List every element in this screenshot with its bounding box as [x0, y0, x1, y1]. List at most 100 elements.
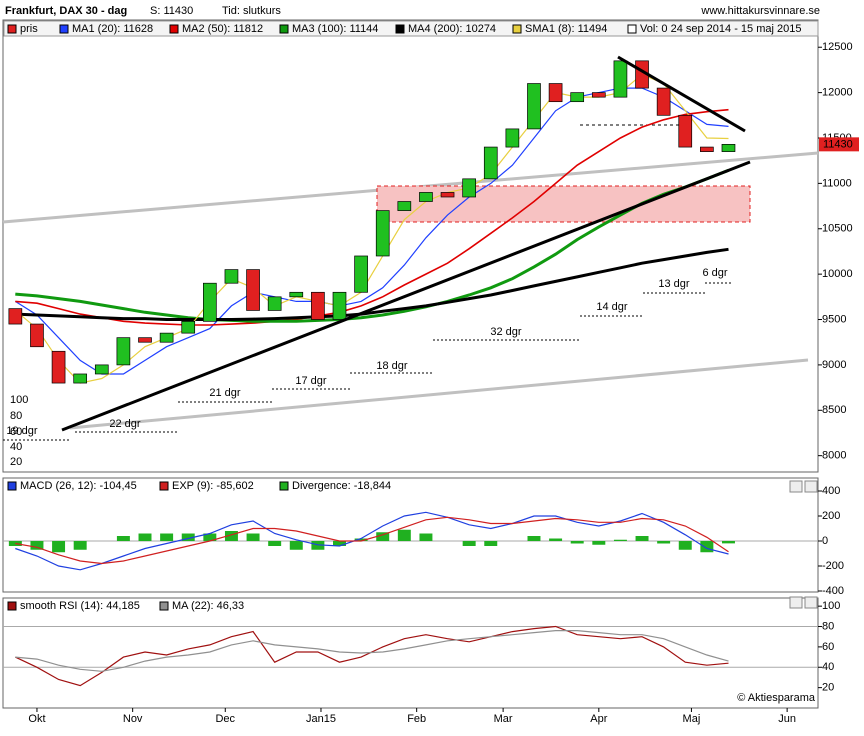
y-tick-label: 10500 — [822, 223, 853, 235]
candle-body — [30, 323, 44, 348]
candle-body — [203, 282, 217, 322]
last-price-label: 11430 — [823, 138, 853, 150]
divergence-bar — [73, 541, 87, 550]
tool-button[interactable] — [804, 480, 818, 493]
y-tick-label: 10000 — [822, 268, 853, 280]
site: www.hittakursvinnare.se — [700, 5, 820, 17]
tool-button[interactable] — [804, 596, 818, 609]
left-scale-label: 40 — [10, 441, 22, 453]
candle-body — [483, 146, 498, 180]
divergence-bar — [419, 533, 433, 541]
x-tick-label: Mar — [494, 713, 513, 725]
interval-label: 13 dgr — [658, 278, 690, 290]
legend-swatch — [59, 24, 69, 34]
y-tick-label: 200 — [822, 510, 840, 522]
divergence-bar — [224, 531, 238, 541]
candle-body — [8, 308, 23, 325]
legend-swatch — [279, 481, 289, 491]
series-line — [14, 73, 729, 384]
x-tick-label: Maj — [683, 713, 701, 725]
candle-body — [700, 146, 714, 152]
interval-label: 19 dgr — [6, 425, 38, 437]
divergence-bar — [333, 541, 346, 546]
legend-swatch — [627, 24, 637, 34]
y-tick-label: -400 — [822, 585, 844, 597]
credit: © Aktiesparama — [737, 692, 816, 704]
y-tick-label: 12000 — [822, 87, 853, 99]
y-tick-label: 100 — [822, 600, 840, 612]
legend-label: MA3 (100): 11144 — [292, 23, 378, 35]
legend-swatch — [512, 24, 522, 34]
legend-swatch — [169, 24, 179, 34]
left-scale-label: 100 — [10, 394, 28, 406]
series-line — [15, 511, 729, 571]
divergence-bar — [635, 536, 649, 541]
candle-body — [332, 291, 347, 320]
price-text: S: 11430 — [150, 5, 193, 17]
y-tick-label: -200 — [822, 560, 844, 572]
candle-body — [419, 192, 433, 202]
candle-body — [678, 114, 693, 148]
support-zone — [376, 185, 751, 223]
y-tick-label: 11000 — [822, 177, 852, 189]
x-tick-label: Feb — [407, 713, 426, 725]
candle-body — [656, 87, 671, 116]
candle-body — [397, 201, 412, 211]
x-tick-label: Jun — [778, 713, 796, 725]
divergence-bar — [160, 533, 174, 541]
divergence-bar — [138, 533, 152, 541]
candle-body — [591, 92, 606, 98]
tool-button[interactable] — [789, 480, 803, 493]
series-line — [15, 168, 730, 323]
series-line — [15, 516, 729, 565]
divergence-bar — [462, 541, 476, 546]
interval-label: 6 dgr — [702, 267, 727, 279]
candle-body — [721, 143, 736, 152]
candle-body — [289, 291, 304, 298]
candle-body — [375, 210, 390, 257]
marks — [3, 60, 818, 687]
divergence-bar — [203, 533, 217, 541]
y-tick-label: 40 — [822, 661, 834, 673]
interval-label: 22 dgr — [109, 418, 141, 430]
tool-button[interactable] — [789, 596, 803, 609]
candle-body — [462, 178, 476, 198]
candle-body — [73, 373, 88, 384]
y-tick-label: 60 — [822, 641, 834, 653]
divergence-bar — [721, 541, 735, 544]
divergence-bar — [484, 541, 498, 546]
time-text: Tid: slutkurs — [222, 5, 281, 17]
series-line — [14, 87, 729, 375]
candle-body — [613, 60, 628, 98]
legend-label: smooth RSI (14): 44,185 — [20, 600, 140, 612]
legend-swatch — [279, 24, 289, 34]
candle-body — [246, 269, 260, 311]
divergence-bar — [527, 536, 541, 541]
trend-channel-lower — [69, 358, 809, 430]
y-tick-label: 80 — [822, 620, 834, 632]
panel-tools — [789, 480, 818, 609]
divergence-bar — [700, 541, 714, 553]
divergence-bar — [52, 541, 66, 553]
interval-label: 21 dgr — [209, 387, 241, 399]
series-line — [15, 630, 729, 672]
legend-label: Divergence: -18,844 — [292, 480, 391, 492]
divergence-bar — [397, 529, 411, 541]
candle-body — [181, 320, 196, 334]
series-line — [15, 108, 729, 326]
divergence-bar — [592, 541, 606, 545]
divergence-bar — [678, 541, 692, 550]
y-tick-label: 20 — [822, 682, 834, 694]
y-tick-label: 9000 — [822, 359, 846, 371]
divergence-bar — [268, 541, 282, 546]
legend-bg — [3, 20, 819, 37]
candle-body — [354, 255, 368, 293]
y-tick-label: 400 — [822, 485, 840, 497]
legend-label: MA4 (200): 10274 — [408, 23, 496, 35]
legend-label: Vol: 0 24 sep 2014 - 15 maj 2015 — [640, 23, 801, 35]
rsi-panel — [2, 597, 819, 709]
interval-label: 18 dgr — [376, 360, 408, 372]
divergence-bar — [613, 539, 627, 541]
candle-body — [548, 83, 563, 103]
divergence-bar — [289, 541, 303, 550]
